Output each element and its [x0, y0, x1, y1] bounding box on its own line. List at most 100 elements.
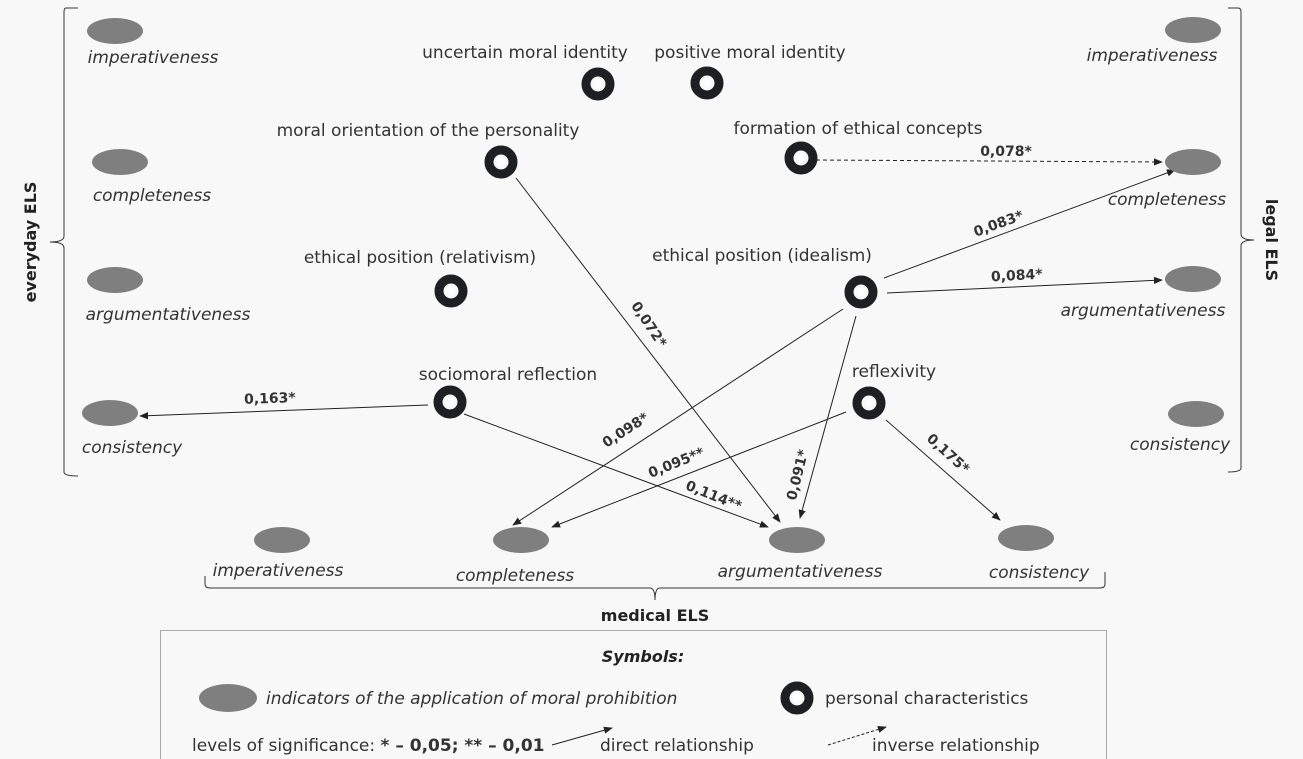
personal-node-icon — [434, 274, 468, 308]
edge-coefficient-label: 0,078* — [980, 144, 1032, 160]
personal-node-center — [865, 399, 873, 407]
indicator-m_imp: imperativeness — [213, 527, 344, 581]
indicator-e_arg: argumentativeness — [86, 267, 251, 325]
direct-relationship-arrow — [883, 169, 1176, 279]
personal-node-icon — [484, 145, 518, 179]
personal-node-center — [594, 80, 602, 88]
personal-node-idealism: ethical position (idealism) — [652, 246, 878, 309]
personal-node-center — [797, 154, 805, 162]
personal-node-center — [857, 288, 865, 296]
personal-node-label: ethical position (relativism) — [304, 248, 536, 268]
indicator-label: consistency — [82, 438, 183, 458]
legend-indicator-label: indicators of the application of moral p… — [266, 689, 677, 709]
indicator-e_imp: imperativeness — [87, 18, 219, 68]
edge-formation-to-l_com: 0,078* — [815, 144, 1163, 166]
indicator-label: argumentativeness — [86, 305, 251, 325]
significance-values: * – 0,05; ** – 0,01 — [381, 736, 545, 756]
personal-node-icon — [852, 386, 886, 420]
indicator-icon — [493, 527, 549, 553]
edge-coefficient-label: 0,098* — [600, 410, 653, 452]
personal-node-center — [703, 79, 711, 87]
edge-reflexivity-to-m_con: 0,175* — [885, 419, 1001, 521]
indicator-icon — [82, 400, 138, 426]
legend-box — [160, 630, 1107, 759]
edge-coefficient-label: 0,163* — [244, 390, 297, 408]
indicator-icon — [998, 525, 1054, 551]
indicator-icon — [769, 527, 825, 553]
personal-node-label: uncertain moral identity — [422, 43, 628, 63]
personal-node-icon — [433, 385, 467, 419]
personal-node-orientation: moral orientation of the personality — [277, 121, 580, 179]
indicator-label: completeness — [93, 186, 211, 206]
direct-relationship-arrow — [885, 419, 1001, 521]
indicator-label: imperativeness — [213, 561, 344, 581]
indicator-label: completeness — [456, 566, 574, 586]
personal-node-icon — [581, 67, 615, 101]
indicator-icon — [1165, 17, 1221, 43]
edge-coefficient-label: 0,084* — [991, 267, 1044, 286]
indicator-l_con: consistency — [1130, 401, 1231, 455]
indicator-icon — [1168, 401, 1224, 427]
personal-node-center — [497, 158, 505, 166]
everyday-bracket — [49, 7, 79, 477]
legend-indicator-icon — [199, 684, 257, 712]
personal-node-label: moral orientation of the personality — [277, 121, 580, 141]
personal-node-label: ethical position (idealism) — [652, 246, 872, 266]
indicator-icon — [254, 527, 310, 553]
indicator-m_com: completeness — [456, 527, 574, 586]
personal-node-icon — [690, 66, 724, 100]
indicator-e_con: consistency — [82, 400, 183, 458]
legend-personal-icon — [780, 681, 814, 715]
legend-inverse-label: inverse relationship — [872, 736, 1040, 756]
indicator-label: consistency — [989, 563, 1090, 583]
medical-bracket — [204, 572, 1106, 601]
personal-node-relativism: ethical position (relativism) — [304, 248, 536, 308]
edge-coefficient-label: 0,095** — [646, 445, 707, 482]
edge-coefficient-label: 0,091* — [784, 447, 812, 502]
indicator-label: imperativeness — [88, 48, 219, 68]
personal-node-formation: formation of ethical concepts — [734, 119, 983, 175]
personal-node-sociomoral: sociomoral reflection — [419, 365, 597, 419]
personal-node-label: reflexivity — [852, 362, 936, 382]
direct-relationship-arrow — [551, 411, 847, 528]
indicator-e_com: completeness — [92, 149, 211, 206]
personal-node-reflexivity: reflexivity — [852, 362, 936, 420]
direct-relationship-arrow — [512, 308, 844, 526]
personal-node-label: positive moral identity — [654, 43, 845, 63]
personal-node-uncertain: uncertain moral identity — [422, 43, 628, 101]
edge-coefficient-label: 0,114** — [683, 478, 744, 515]
indicator-icon — [87, 18, 143, 44]
edge-idealism-to-l_com: 0,083* — [883, 169, 1176, 279]
direct-relationship-arrow — [798, 315, 857, 519]
personal-node-icon — [784, 141, 818, 175]
personal-node-positive: positive moral identity — [654, 43, 846, 100]
legend-direct-label: direct relationship — [600, 736, 754, 756]
indicator-l_imp: imperativeness — [1087, 17, 1221, 66]
indicator-icon — [87, 267, 143, 293]
edge-idealism-to-m_arg: 0,091* — [784, 315, 857, 519]
indicator-l_com: completeness — [1108, 149, 1226, 210]
personal-node-label: sociomoral reflection — [419, 365, 597, 385]
legend-title: Symbols: — [602, 647, 684, 666]
legend-personal-icon-center — [793, 694, 801, 702]
legend-personal-label: personal characteristics — [825, 689, 1029, 709]
personal-node-icon — [844, 275, 878, 309]
edge-coefficient-label: 0,072* — [627, 299, 670, 351]
medical-els-label: medical ELS — [601, 606, 709, 625]
edge-idealism-to-l_arg: 0,084* — [886, 267, 1163, 294]
personal-node-center — [446, 398, 454, 406]
legend-inverse-arrow — [827, 725, 887, 746]
personal-node-label: formation of ethical concepts — [734, 119, 983, 139]
direct-relationship-arrow — [515, 177, 781, 523]
significance-prefix: levels of significance: — [192, 736, 381, 756]
indicator-label: argumentativeness — [1061, 301, 1226, 321]
indicator-icon — [92, 149, 148, 175]
direct-relationship-arrow — [139, 404, 429, 420]
personal-node-center — [447, 287, 455, 295]
indicator-l_arg: argumentativeness — [1061, 266, 1226, 321]
legal-bracket — [1227, 7, 1255, 473]
legend-direct-arrow — [551, 726, 613, 746]
indicator-label: consistency — [1130, 435, 1231, 455]
indicator-label: argumentativeness — [718, 562, 883, 582]
